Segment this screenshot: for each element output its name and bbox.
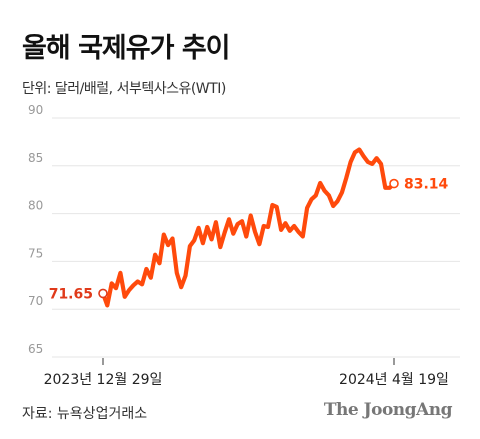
end-value-label: 83.14: [404, 177, 449, 193]
y-tick-label: 85: [28, 151, 43, 165]
brand-logo: The JoongAng: [323, 400, 453, 420]
y-tick-label: 80: [28, 199, 43, 213]
y-tick-label: 75: [28, 246, 43, 260]
unit-note: 단위: 달러/배럴, 서부텍사스유(WTI): [22, 81, 226, 97]
x-tick-label: 2024년 4월 19일: [339, 372, 449, 388]
start-point-marker: [98, 288, 108, 299]
y-tick-label: 90: [28, 103, 43, 117]
start-value-label: 71.65: [49, 286, 93, 302]
chart-title: 올해 국제유가 추이: [22, 33, 231, 64]
y-tick-label: 65: [28, 342, 43, 356]
x-tick-label: 2023년 12월 29일: [44, 372, 163, 388]
source-note: 자료: 뉴욕상업거래소: [22, 406, 148, 422]
end-point-marker: [389, 178, 399, 189]
y-tick-label: 70: [28, 294, 43, 308]
price-line: [100, 147, 397, 308]
